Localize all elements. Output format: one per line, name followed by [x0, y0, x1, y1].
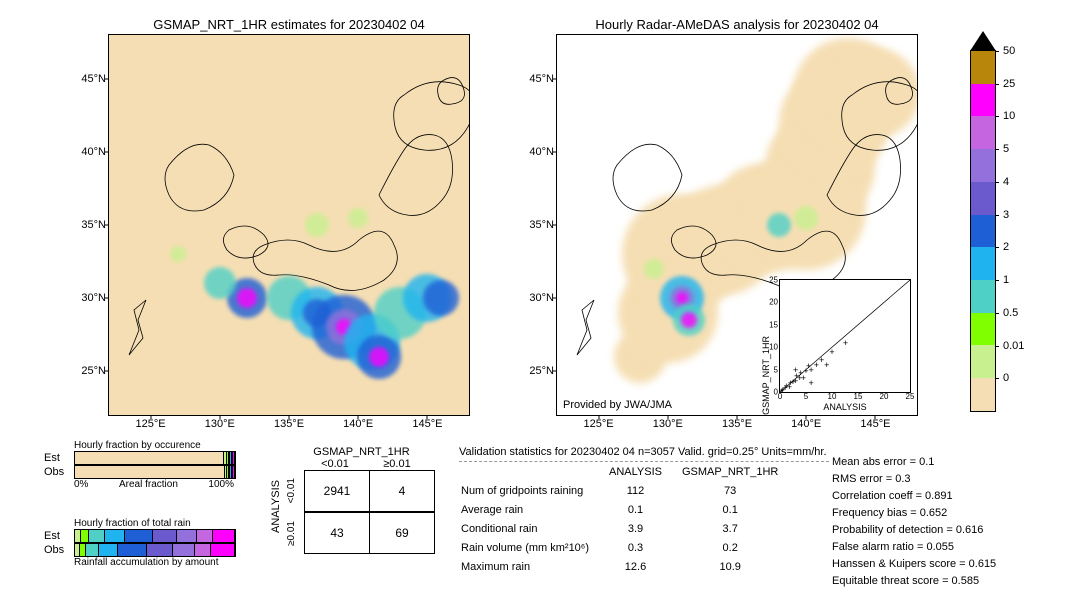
- map-right: Hourly Radar-AMeDAS analysis for 2023040…: [556, 34, 918, 416]
- matrix-row-1: ≥0.01: [286, 521, 304, 546]
- xtick: 135°E: [274, 418, 304, 430]
- frac-occ-axis-label: Areal fraction: [119, 479, 178, 490]
- ytick: 25°N: [529, 365, 554, 377]
- frac-occ-axis-right: 100%: [208, 479, 234, 490]
- frac-tot-obs-bar: [74, 543, 236, 557]
- val-cell: 10.9: [682, 559, 796, 576]
- ytick: 30°N: [529, 292, 554, 304]
- xtick: 135°E: [722, 418, 752, 430]
- val-hdr-2: GSMAP_NRT_1HR: [682, 464, 796, 481]
- map-left-title: GSMAP_NRT_1HR estimates for 20230402 04: [109, 17, 469, 32]
- frac-occ-obs-label: Obs: [44, 466, 74, 478]
- ytick: 40°N: [81, 146, 106, 158]
- score-line: RMS error = 0.3: [832, 471, 996, 488]
- frac-occ-est-label: Est: [44, 452, 74, 464]
- colorbar: 502510543210.50.010: [970, 50, 996, 412]
- contingency-matrix: GSMAP_NRT_1HR ANALYSIS <0.01 ≥0.01 <0.01…: [270, 446, 435, 554]
- inset-scatter: ++++++++++++++++++++++ ANALYSIS GSMAP_NR…: [779, 279, 911, 393]
- val-cell: Maximum rain: [461, 559, 607, 576]
- matrix-col-1: ≥0.01: [366, 458, 428, 470]
- val-cell: Rain volume (mm km²10⁶): [461, 540, 607, 557]
- colorbar-label: 10: [1003, 110, 1015, 122]
- xtick: 145°E: [860, 418, 890, 430]
- colorbar-label: 4: [1003, 176, 1009, 188]
- val-cell: 3.7: [682, 521, 796, 538]
- score-line: Correlation coeff = 0.891: [832, 488, 996, 505]
- xtick: 125°E: [583, 418, 613, 430]
- validation-table: ANALYSIS GSMAP_NRT_1HR Num of gridpoints…: [459, 462, 798, 578]
- colorbar-label: 0.01: [1003, 340, 1024, 352]
- score-line: False alarm ratio = 0.055: [832, 539, 996, 556]
- xtick: 140°E: [791, 418, 821, 430]
- colorbar-label: 25: [1003, 78, 1015, 90]
- frac-tot-est-bar: [74, 529, 236, 543]
- score-line: Mean abs error = 0.1: [832, 454, 996, 471]
- val-hdr-1: ANALYSIS: [609, 464, 680, 481]
- val-cell: Conditional rain: [461, 521, 607, 538]
- map-right-title: Hourly Radar-AMeDAS analysis for 2023040…: [557, 17, 917, 32]
- xtick: 130°E: [653, 418, 683, 430]
- xtick: 125°E: [135, 418, 165, 430]
- frac-occurence: Hourly fraction by occurence Est Obs 0% …: [44, 440, 244, 490]
- matrix-cell-10: 43: [305, 513, 370, 554]
- colorbar-label: 3: [1003, 209, 1009, 221]
- val-cell: 112: [609, 483, 680, 500]
- ytick: 30°N: [81, 292, 106, 304]
- map-left: GSMAP_NRT_1HR estimates for 20230402 04 …: [108, 34, 470, 416]
- colorbar-label: 1: [1003, 274, 1009, 286]
- xtick: 140°E: [343, 418, 373, 430]
- colorbar-arrow: [970, 31, 996, 51]
- provided-label: Provided by JWA/JMA: [563, 399, 672, 411]
- score-list: Mean abs error = 0.1RMS error = 0.3Corre…: [832, 454, 996, 590]
- colorbar-label: 50: [1003, 45, 1015, 57]
- val-cell: 73: [682, 483, 796, 500]
- matrix-col-0: <0.01: [304, 458, 366, 470]
- matrix-row-0: <0.01: [286, 478, 304, 503]
- matrix-col-title: GSMAP_NRT_1HR: [288, 446, 435, 458]
- ytick: 35°N: [81, 219, 106, 231]
- matrix-row-title: ANALYSIS: [270, 480, 282, 533]
- colorbar-label: 5: [1003, 143, 1009, 155]
- val-cell: 0.1: [609, 502, 680, 519]
- inset-xlabel: ANALYSIS: [780, 402, 910, 412]
- val-cell: 0.3: [609, 540, 680, 557]
- matrix-cell-11: 69: [370, 513, 435, 554]
- frac-occurence-title: Hourly fraction by occurence: [74, 440, 244, 451]
- score-line: Hanssen & Kuipers score = 0.615: [832, 556, 996, 573]
- xtick: 145°E: [412, 418, 442, 430]
- matrix-cell-01: 4: [370, 471, 435, 512]
- frac-total-title: Hourly fraction of total rain: [74, 518, 244, 529]
- score-line: Probability of detection = 0.616: [832, 522, 996, 539]
- ytick: 40°N: [529, 146, 554, 158]
- ytick: 45°N: [81, 73, 106, 85]
- colorbar-label: 2: [1003, 241, 1009, 253]
- frac-tot-est-label: Est: [44, 530, 74, 542]
- score-line: Frequency bias = 0.652: [832, 505, 996, 522]
- ytick: 35°N: [529, 219, 554, 231]
- matrix-cell-00: 2941: [305, 471, 370, 512]
- val-hdr-0: [461, 464, 607, 481]
- val-cell: 3.9: [609, 521, 680, 538]
- map-left-rain: [109, 35, 469, 415]
- val-cell: Num of gridpoints raining: [461, 483, 607, 500]
- frac-total-footer: Rainfall accumulation by amount: [74, 557, 244, 568]
- frac-totalrain: Hourly fraction of total rain Est Obs Ra…: [44, 518, 244, 568]
- frac-occ-obs-bar: [74, 465, 236, 479]
- val-cell: Average rain: [461, 502, 607, 519]
- frac-occ-axis-left: 0%: [74, 479, 88, 490]
- xtick: 130°E: [205, 418, 235, 430]
- ytick: 45°N: [529, 73, 554, 85]
- val-cell: 12.6: [609, 559, 680, 576]
- colorbar-label: 0.5: [1003, 307, 1018, 319]
- ytick: 25°N: [81, 365, 106, 377]
- val-cell: 0.1: [682, 502, 796, 519]
- colorbar-label: 0: [1003, 372, 1009, 384]
- frac-tot-obs-label: Obs: [44, 544, 74, 556]
- score-line: Equitable threat score = 0.585: [832, 573, 996, 590]
- frac-occ-est-bar: [74, 451, 236, 465]
- val-cell: 0.2: [682, 540, 796, 557]
